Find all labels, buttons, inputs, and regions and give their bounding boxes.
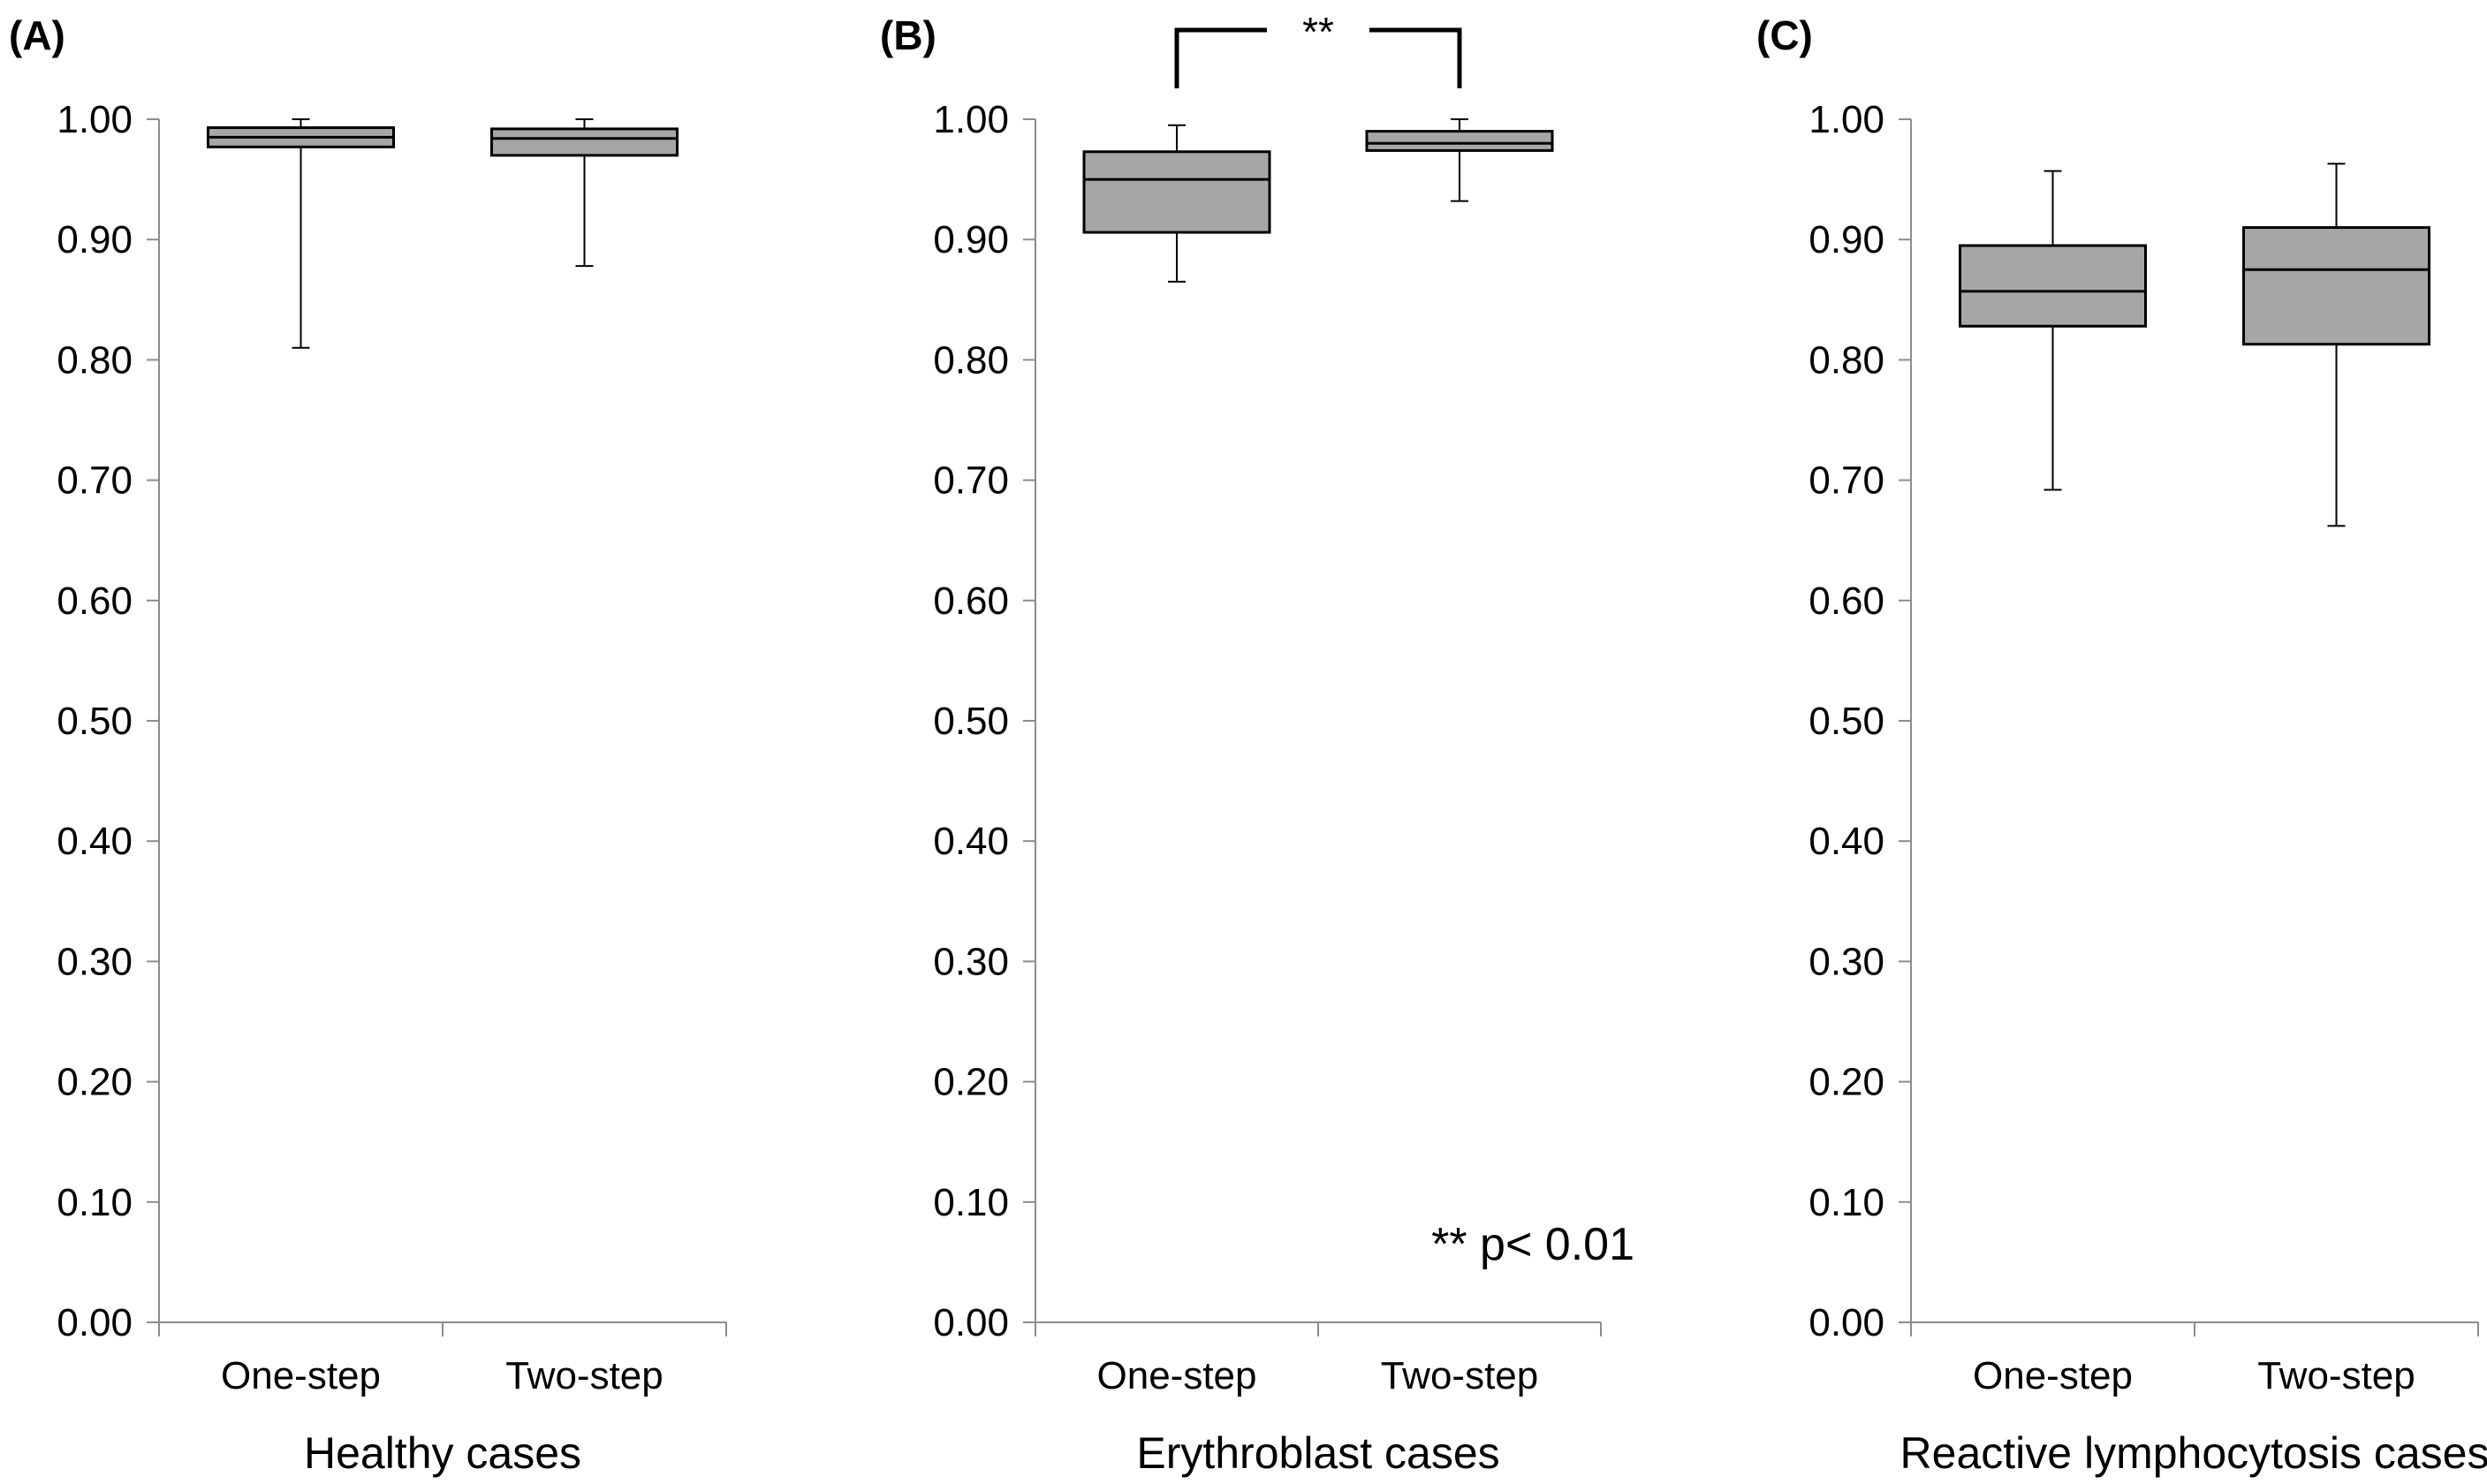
panel-label: (C) [1756, 12, 1813, 58]
y-tick-label: 0.50 [1808, 700, 1884, 743]
y-tick-label: 0.20 [933, 1061, 1009, 1104]
box-two-step [2242, 163, 2430, 527]
y-tick-label: 0.10 [933, 1181, 1009, 1224]
box-one-step [1082, 124, 1271, 283]
box-two-step [490, 118, 679, 268]
box-two-step [1365, 118, 1554, 202]
y-tick-label: 0.30 [57, 940, 133, 983]
y-tick-label: 0.00 [933, 1301, 1009, 1344]
chart-panel-2: (C) 0.00 0.10 0.20 0.30 0.40 0.50 0.60 0.70 0.80 0… [1756, 12, 2487, 1478]
significance-note: ** p< 0.01 [1431, 1219, 1634, 1270]
panel-label: (B) [880, 12, 936, 58]
y-tick-label: 0.60 [57, 579, 133, 623]
box-iqr [490, 127, 679, 157]
y-tick-label: 0.30 [933, 940, 1009, 983]
y-tick-label: 0.80 [933, 338, 1009, 382]
box-iqr [1365, 130, 1554, 152]
panel-label: (A) [9, 12, 65, 58]
x-category-label: Two-step [2257, 1354, 2415, 1397]
y-tick-label: 0.30 [1808, 940, 1884, 983]
box-iqr [1082, 150, 1271, 234]
chart-panel-0: (A) 0.00 0.10 0.20 0.30 0.40 0.50 0.60 0.70 0.80 0… [9, 12, 727, 1478]
significance-bracket-right [1369, 27, 1462, 88]
x-category-label: One-step [1097, 1354, 1257, 1397]
y-tick-label: 0.80 [1808, 338, 1884, 382]
box-one-step [207, 118, 395, 349]
y-tick-label: 0.90 [933, 218, 1009, 261]
box-one-step [1959, 170, 2147, 491]
y-tick-label: 0.70 [1808, 459, 1884, 503]
y-tick-label: 0.00 [57, 1301, 133, 1344]
x-axis-title: Erythroblast cases [1136, 1428, 1499, 1478]
y-tick-label: 0.40 [1808, 820, 1884, 863]
box-iqr [1959, 244, 2147, 328]
y-tick-label: 0.00 [1808, 1301, 1884, 1344]
y-tick-label: 0.60 [1808, 579, 1884, 623]
y-tick-label: 0.40 [933, 820, 1009, 863]
y-tick-label: 0.70 [933, 459, 1009, 503]
y-tick-label: 0.10 [1808, 1181, 1884, 1224]
y-tick-label: 0.40 [57, 820, 133, 863]
y-tick-label: 0.10 [57, 1181, 133, 1224]
x-category-label: One-step [221, 1354, 381, 1397]
y-tick-label: 0.20 [1808, 1061, 1884, 1104]
x-category-label: Two-step [505, 1354, 663, 1397]
y-tick-label: 0.70 [57, 459, 133, 503]
x-category-label: One-step [1973, 1354, 2133, 1397]
y-tick-label: 1.00 [933, 98, 1009, 141]
y-tick-label: 0.80 [57, 338, 133, 382]
y-tick-label: 0.20 [57, 1061, 133, 1104]
y-tick-label: 0.60 [933, 579, 1009, 623]
y-tick-label: 1.00 [1808, 98, 1884, 141]
y-tick-label: 0.50 [57, 700, 133, 743]
significance-label: ** [1302, 9, 1334, 55]
y-tick-label: 1.00 [57, 98, 133, 141]
y-tick-label: 0.90 [57, 218, 133, 261]
x-category-label: Two-step [1381, 1354, 1539, 1397]
x-axis-title: Healthy cases [304, 1428, 581, 1478]
chart-panel-1: (B) 0.00 0.10 0.20 0.30 0.40 0.50 0.60 0.70 0.80 0… [880, 9, 1634, 1478]
box-iqr [2242, 226, 2430, 346]
y-tick-label: 0.50 [933, 700, 1009, 743]
y-tick-label: 0.90 [1808, 218, 1884, 261]
significance-bracket-left [1174, 27, 1267, 88]
x-axis-title: Reactive lymphocytosis cases [1900, 1428, 2487, 1478]
